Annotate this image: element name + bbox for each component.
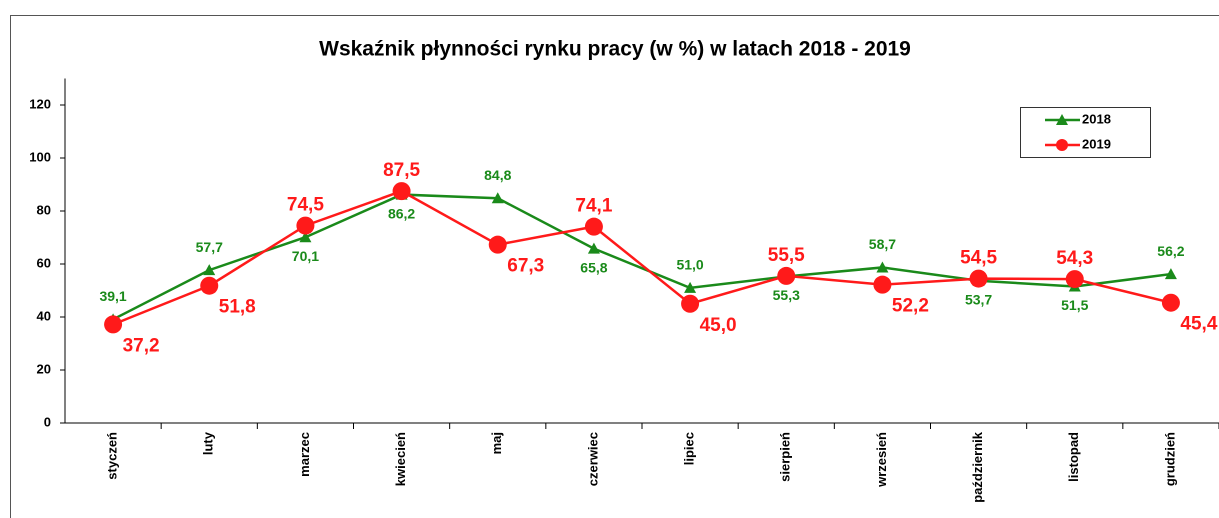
data-label: 51,0 [676, 257, 703, 273]
data-label: 87,5 [383, 160, 420, 181]
x-tick-label: maj [489, 432, 504, 454]
y-tick-label: 100 [29, 149, 51, 164]
point-marker [876, 261, 889, 273]
series-line [112, 193, 1172, 321]
point-marker [392, 182, 411, 201]
data-label: 65,8 [580, 259, 607, 275]
data-label: 67,3 [507, 256, 544, 277]
y-tick-label: 80 [37, 202, 51, 217]
point-marker [587, 242, 600, 254]
legend-label: 2018 [1082, 111, 1111, 126]
data-label: 86,2 [388, 205, 415, 221]
data-label: 53,7 [965, 291, 992, 307]
point-marker [200, 276, 219, 295]
data-label: 52,2 [892, 296, 929, 317]
y-tick-label: 120 [29, 96, 51, 111]
x-tick-label: marzec [297, 432, 312, 477]
data-label: 45,0 [700, 315, 737, 336]
data-label: 84,8 [484, 167, 511, 183]
data-label: 54,3 [1056, 248, 1093, 269]
x-tick-label: lipiec [682, 432, 697, 465]
point-marker [1161, 293, 1180, 312]
data-label: 74,5 [287, 195, 324, 216]
point-marker [969, 269, 988, 288]
x-tick-label: październik [970, 431, 985, 503]
data-label: 74,1 [575, 196, 612, 217]
point-marker [873, 275, 892, 294]
chart-title: Wskaźnik płynności rynku pracy (w %) w l… [319, 38, 911, 61]
x-tick-label: luty [201, 431, 216, 455]
x-tick-label: grudzień [1162, 432, 1177, 486]
data-label: 55,5 [768, 245, 805, 266]
point-marker [296, 216, 315, 235]
x-tick-label: czerwiec [585, 432, 600, 486]
data-label: 37,2 [123, 335, 160, 356]
legend-box [1020, 107, 1151, 158]
data-label: 51,5 [1061, 297, 1088, 313]
point-marker [777, 266, 796, 285]
data-label: 51,8 [219, 297, 256, 318]
data-label: 58,7 [869, 236, 896, 252]
legend-label: 2019 [1082, 136, 1111, 151]
data-label: 39,1 [99, 288, 126, 304]
data-label: 70,1 [292, 248, 319, 264]
point-marker [684, 281, 697, 293]
x-tick-label: styczeń [105, 432, 120, 480]
series-line [112, 189, 1172, 326]
point-marker [1065, 270, 1084, 289]
y-tick-label: 60 [37, 255, 51, 270]
x-tick-label: listopad [1066, 432, 1081, 482]
point-marker [104, 315, 123, 334]
point-marker [681, 294, 700, 313]
y-tick-label: 20 [37, 361, 51, 376]
chart-frame [10, 15, 1219, 518]
point-marker [203, 264, 216, 276]
data-label: 54,5 [960, 248, 997, 269]
x-tick-label: kwiecień [393, 432, 408, 486]
x-tick-label: sierpień [778, 432, 793, 482]
point-marker [488, 235, 507, 254]
point-marker [491, 192, 504, 204]
y-tick-label: 0 [44, 414, 51, 429]
point-marker [1164, 268, 1177, 280]
legend-marker [1056, 139, 1068, 151]
x-tick-label: wrzesień [874, 432, 889, 488]
point-marker [299, 231, 312, 243]
data-label: 57,7 [196, 239, 223, 255]
y-tick-label: 40 [37, 308, 51, 323]
legend-marker [1056, 114, 1068, 125]
data-label: 55,3 [773, 287, 800, 303]
point-marker [584, 217, 603, 236]
data-label: 45,4 [1180, 314, 1217, 335]
data-label: 56,2 [1157, 243, 1184, 259]
